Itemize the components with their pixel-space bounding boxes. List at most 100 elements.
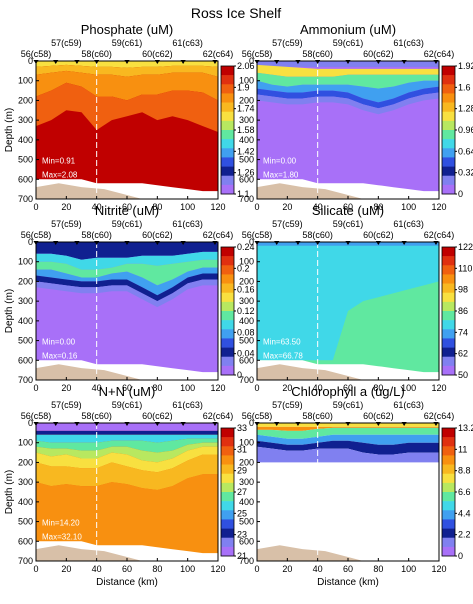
- x-tick-label: 100: [180, 383, 195, 393]
- x-tick-label: 100: [180, 564, 195, 574]
- x-tick-label: 40: [92, 564, 102, 574]
- colorbar-swatch: [442, 93, 455, 103]
- y-tick-label: 0: [28, 237, 33, 247]
- station-marker: [375, 422, 381, 426]
- colorbar-swatch: [221, 492, 234, 502]
- colorbar-swatch: [442, 501, 455, 511]
- colorbar-swatch: [221, 139, 234, 149]
- colorbar-tick-label: 33: [237, 423, 247, 433]
- x-tick-label: 20: [282, 564, 292, 574]
- contour-band: [257, 440, 439, 455]
- station-label: 58(c60): [81, 411, 112, 421]
- panel-2: Ammonium (uM) 56(c58) 58(c60) 60(c62) 62(c64…: [239, 22, 473, 212]
- station-marker: [401, 422, 407, 426]
- seafloor: [257, 364, 364, 380]
- y-tick-label: 400: [239, 316, 254, 326]
- panel-4: Silicate (uM) 56(c58) 58(c60) 60(c62) 62(c64…: [239, 203, 473, 393]
- y-tick-label: 600: [239, 536, 254, 546]
- y-tick-label: 700: [18, 194, 33, 204]
- max-annotation: Max=66.78: [263, 351, 303, 360]
- colorbar-swatch: [221, 519, 234, 529]
- contour-field: [257, 61, 439, 199]
- y-tick-label: 300: [18, 477, 33, 487]
- contour-band: [36, 434, 218, 443]
- colorbar-tick-label: 0.32: [458, 168, 473, 178]
- station-label: 59(c61): [333, 219, 364, 229]
- colorbar-swatch: [442, 148, 455, 158]
- colorbar-swatch: [442, 139, 455, 149]
- colorbar-tick-label: 98: [458, 285, 468, 295]
- colorbar-tick-label: 1.26: [237, 168, 255, 178]
- max-annotation: Max=0.16: [42, 351, 78, 360]
- x-tick-label: 0: [33, 383, 38, 393]
- y-tick-label: 400: [239, 497, 254, 507]
- colorbar-swatch: [221, 428, 234, 438]
- panel-6: Chlorophyll a (ug/L) 56(c58) 58(c60) 60(c62…: [239, 384, 473, 588]
- contour-field: [257, 242, 439, 380]
- x-axis-label: Distance (km): [317, 577, 379, 588]
- station-marker: [180, 241, 186, 245]
- station-label: 62(c64): [424, 49, 455, 59]
- colorbar-swatch: [221, 347, 234, 358]
- x-tick-label: 0: [254, 383, 259, 393]
- contour-field: [36, 61, 218, 199]
- y-tick-label: 700: [239, 375, 254, 385]
- contour-band: [257, 72, 439, 89]
- colorbar-tick-label: 110: [458, 263, 472, 273]
- y-tick-label: 400: [239, 135, 254, 145]
- station-marker: [345, 241, 351, 245]
- station-label: 59(c61): [112, 219, 143, 229]
- colorbar-swatch: [442, 482, 455, 493]
- contour-band: [36, 423, 218, 431]
- colorbar-swatch: [442, 347, 455, 358]
- station-label: 58(c60): [302, 230, 333, 240]
- y-tick-label: 0: [249, 56, 254, 66]
- colorbar-swatch: [442, 274, 455, 284]
- x-tick-label: 20: [61, 202, 71, 212]
- colorbar-tick-label: 0.24: [237, 242, 255, 252]
- colorbar-tick-label: 29: [237, 466, 247, 476]
- station-label: 60(c62): [142, 411, 173, 421]
- colorbar-swatch: [442, 283, 455, 294]
- colorbar-swatch: [442, 446, 455, 456]
- x-tick-label: 0: [254, 564, 259, 574]
- station-label: 61(c63): [172, 219, 203, 229]
- station-label: 57(c59): [272, 219, 303, 229]
- x-tick-label: 60: [122, 564, 132, 574]
- colorbar-tick-label: 1.74: [237, 104, 255, 114]
- y-tick-label: 600: [239, 174, 254, 184]
- colorbar-swatch: [442, 546, 455, 557]
- contour-band: [257, 92, 439, 115]
- colorbar-swatch: [442, 356, 455, 367]
- contour-band: [257, 434, 439, 445]
- colorbar-tick-label: 31: [237, 444, 247, 454]
- panel-title: Chlorophyll a (ug/L): [291, 384, 404, 399]
- colorbar-tick-label: 1.1: [237, 189, 250, 199]
- x-tick-label: 120: [210, 383, 225, 393]
- colorbar-swatch: [221, 356, 234, 367]
- colorbar-swatch: [221, 338, 234, 348]
- y-tick-label: 200: [18, 276, 33, 286]
- y-tick-label: 0: [249, 418, 254, 428]
- y-tick-label: 300: [18, 115, 33, 125]
- colorbar-tick-label: 122: [458, 242, 473, 252]
- min-annotation: Min=14.20: [42, 519, 80, 528]
- colorbar-tick-label: 1.92: [458, 61, 473, 71]
- y-tick-label: 500: [18, 155, 33, 165]
- colorbar-swatch: [442, 102, 455, 113]
- y-tick-label: 300: [239, 477, 254, 487]
- station-label: 61(c63): [172, 400, 203, 410]
- station-marker: [315, 60, 321, 64]
- x-tick-label: 0: [33, 202, 38, 212]
- contour-band: [257, 446, 439, 463]
- y-tick-label: 200: [239, 95, 254, 105]
- y-tick-label: 100: [18, 76, 33, 86]
- colorbar-swatch: [442, 84, 455, 94]
- contour-band: [36, 273, 218, 302]
- station-marker: [154, 422, 160, 426]
- station-label: 56(c58): [21, 49, 52, 59]
- colorbar-swatch: [221, 166, 234, 177]
- contour-band: [36, 442, 218, 463]
- contour-band: [36, 82, 218, 132]
- colorbar-swatch: [442, 519, 455, 529]
